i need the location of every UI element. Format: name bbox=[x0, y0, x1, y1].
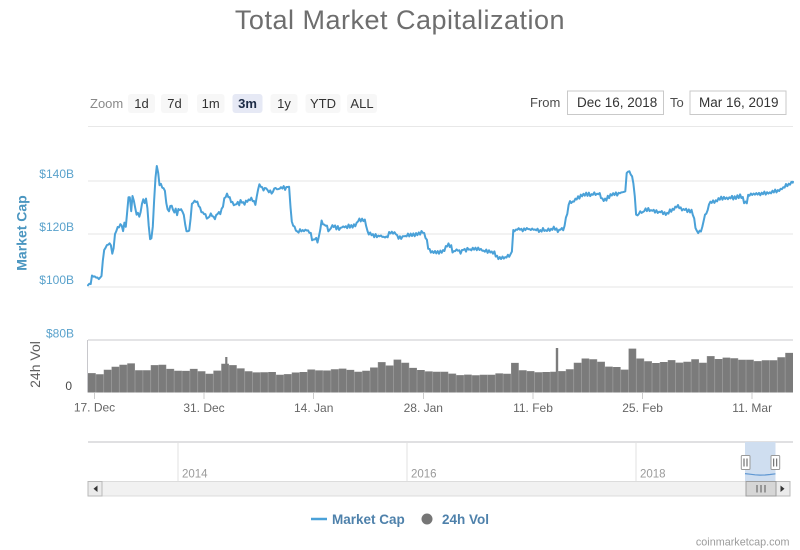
svg-text:31. Dec: 31. Dec bbox=[183, 401, 224, 415]
svg-text:Market Cap: Market Cap bbox=[14, 195, 30, 270]
svg-text:11. Mar: 11. Mar bbox=[732, 401, 772, 415]
svg-text:Dec 16, 2018: Dec 16, 2018 bbox=[577, 95, 657, 110]
svg-text:24h Vol: 24h Vol bbox=[442, 512, 489, 527]
svg-text:YTD: YTD bbox=[310, 96, 336, 111]
svg-text:11. Feb: 11. Feb bbox=[513, 401, 553, 415]
svg-text:Total Market Capitalization: Total Market Capitalization bbox=[235, 5, 565, 35]
svg-text:28. Jan: 28. Jan bbox=[404, 401, 443, 415]
svg-text:17. Dec: 17. Dec bbox=[74, 401, 115, 415]
svg-text:Mar 16, 2019: Mar 16, 2019 bbox=[699, 95, 779, 110]
svg-text:$80B: $80B bbox=[46, 327, 74, 341]
svg-text:2018: 2018 bbox=[640, 469, 666, 481]
svg-text:24h Vol: 24h Vol bbox=[27, 341, 43, 388]
svg-text:1d: 1d bbox=[134, 96, 148, 111]
svg-text:1y: 1y bbox=[277, 96, 291, 111]
svg-text:14. Jan: 14. Jan bbox=[294, 401, 333, 415]
svg-text:Market Cap: Market Cap bbox=[332, 512, 405, 527]
svg-text:$140B: $140B bbox=[39, 167, 74, 181]
svg-text:3m: 3m bbox=[238, 96, 257, 111]
svg-text:1m: 1m bbox=[202, 96, 220, 111]
svg-text:To: To bbox=[670, 95, 684, 110]
svg-text:$100B: $100B bbox=[39, 273, 74, 287]
svg-text:2016: 2016 bbox=[411, 469, 437, 481]
svg-text:coinmarketcap.com: coinmarketcap.com bbox=[696, 537, 790, 549]
svg-text:$120B: $120B bbox=[39, 220, 74, 234]
svg-text:ALL: ALL bbox=[350, 96, 373, 111]
svg-text:Zoom: Zoom bbox=[90, 96, 123, 111]
svg-text:0: 0 bbox=[65, 379, 72, 393]
svg-text:25. Feb: 25. Feb bbox=[622, 401, 663, 415]
svg-text:7d: 7d bbox=[167, 96, 181, 111]
svg-text:2014: 2014 bbox=[182, 469, 208, 481]
svg-text:From: From bbox=[530, 95, 560, 110]
